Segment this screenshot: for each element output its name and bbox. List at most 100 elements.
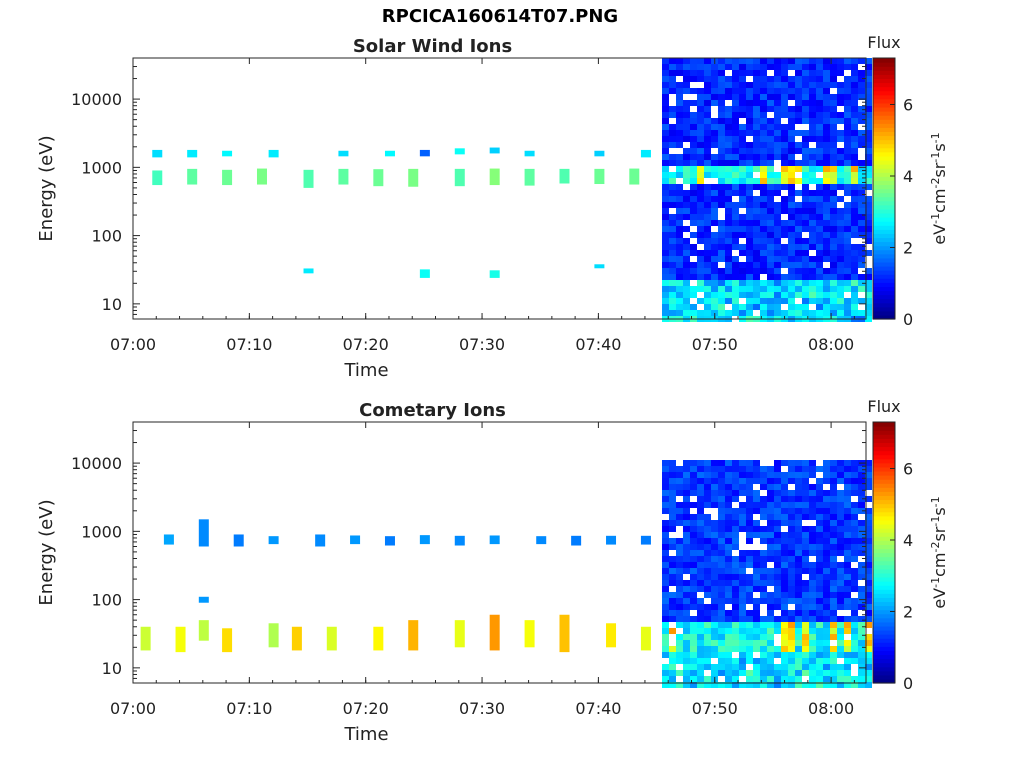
spectrogram-cell	[683, 658, 690, 664]
spectrogram-cell	[865, 538, 872, 544]
spectrogram-cell	[858, 622, 865, 628]
spectrogram-cell	[725, 682, 732, 688]
spectrogram-cell	[802, 550, 809, 556]
spectrogram-cell	[823, 616, 830, 622]
spectrogram-cell	[788, 124, 795, 130]
spectrogram-cell	[662, 88, 669, 94]
colorbar-cell	[873, 658, 895, 664]
spectrogram-cell	[788, 244, 795, 250]
colorbar-cell	[873, 188, 895, 194]
spectrogram-cell	[711, 220, 718, 226]
colorbar-cell	[873, 568, 895, 574]
spectrogram-cell	[746, 556, 753, 562]
spectrogram-cell	[676, 550, 683, 556]
spectrogram-cell	[662, 118, 669, 124]
spectrogram-cell	[725, 580, 732, 586]
spectrogram-cell	[781, 220, 788, 226]
spectrogram-cell	[774, 532, 781, 538]
spectrogram-cell	[746, 208, 753, 214]
spectrogram-cell	[676, 634, 683, 640]
spectrogram-cell	[823, 136, 830, 142]
spectrogram-cell	[753, 64, 760, 70]
spectrogram-cell	[788, 190, 795, 196]
spectrogram-cell	[816, 592, 823, 598]
spectrogram-cell	[760, 136, 767, 142]
spectrogram-cell	[676, 502, 683, 508]
spectrogram-cell	[732, 190, 739, 196]
spectrogram-cell	[816, 160, 823, 166]
spectrogram-cell	[788, 202, 795, 208]
spectrogram-cell	[774, 460, 781, 466]
spectrogram-cell	[732, 166, 739, 172]
spectrogram-cell	[683, 124, 690, 130]
spectrogram-cell	[774, 190, 781, 196]
spectrogram-cell	[844, 232, 851, 238]
spectrogram-cell	[816, 250, 823, 256]
spectrogram-cell	[753, 232, 760, 238]
spectrogram-cell	[711, 670, 718, 676]
spectrogram-cell	[865, 220, 872, 226]
spectrogram-cell	[788, 196, 795, 202]
spectrogram-cell	[837, 544, 844, 550]
spectrogram-cell	[718, 490, 725, 496]
spectrogram-cell	[774, 466, 781, 472]
spectrogram-cell	[718, 526, 725, 532]
spectrogram-cell	[711, 616, 718, 622]
colorbar-cell	[873, 430, 895, 435]
spectrogram-cell	[858, 130, 865, 136]
spectrogram-cell	[746, 610, 753, 616]
spectrogram-cell	[781, 556, 788, 562]
spectrogram-cell	[858, 262, 865, 268]
spectrogram-cell	[697, 256, 704, 262]
spectrogram-cell	[795, 460, 802, 466]
spectrogram-cell	[802, 616, 809, 622]
spectrogram-cell	[704, 106, 711, 112]
spectrogram-cell	[725, 76, 732, 82]
spectrogram-cell	[774, 604, 781, 610]
spectrogram-cell	[704, 622, 711, 628]
spectrogram-patch	[326, 626, 337, 651]
spectrogram-patch	[640, 626, 651, 651]
spectrogram-cell	[704, 148, 711, 154]
spectrogram-cell	[851, 76, 858, 82]
spectrogram-cell	[865, 178, 872, 184]
spectrogram-cell	[711, 292, 718, 298]
spectrogram-patch	[489, 168, 500, 186]
spectrogram-cell	[718, 646, 725, 652]
spectrogram-cell	[753, 658, 760, 664]
spectrogram-cell	[704, 472, 711, 478]
spectrogram-cell	[718, 574, 725, 580]
spectrogram-cell	[830, 664, 837, 670]
spectrogram-cell	[697, 628, 704, 634]
colorbar-cell	[873, 131, 895, 137]
spectrogram-cell	[837, 490, 844, 496]
colorbar-title: Flux	[867, 397, 900, 416]
spectrogram-cell	[704, 514, 711, 520]
colorbar-cell	[873, 253, 895, 259]
colorbar-cell	[873, 495, 895, 501]
spectrogram-cell	[837, 70, 844, 76]
spectrogram-cell	[837, 154, 844, 160]
spectrogram-cell	[746, 508, 753, 514]
spectrogram-cell	[802, 64, 809, 70]
colorbar-cell	[873, 552, 895, 558]
spectrogram-cell	[690, 310, 697, 316]
spectrogram-cell	[718, 478, 725, 484]
panel-title: Solar Wind Ions	[353, 36, 512, 57]
spectrogram-cell	[865, 514, 872, 520]
spectrogram-cell	[851, 622, 858, 628]
spectrogram-cell	[662, 244, 669, 250]
spectrogram-cell	[690, 616, 697, 622]
colorbar-cell	[873, 646, 895, 651]
spectrogram-cell	[662, 622, 669, 628]
spectrogram-cell	[690, 118, 697, 124]
colorbar-cell	[873, 609, 895, 615]
spectrogram-cell	[781, 502, 788, 508]
spectrogram-cell	[732, 226, 739, 232]
spectrogram-cell	[788, 574, 795, 580]
spectrogram-cell	[809, 526, 816, 532]
spectrogram-cell	[788, 256, 795, 262]
spectrogram-cell	[676, 310, 683, 316]
spectrogram-cell	[760, 124, 767, 130]
spectrogram-cell	[662, 154, 669, 160]
